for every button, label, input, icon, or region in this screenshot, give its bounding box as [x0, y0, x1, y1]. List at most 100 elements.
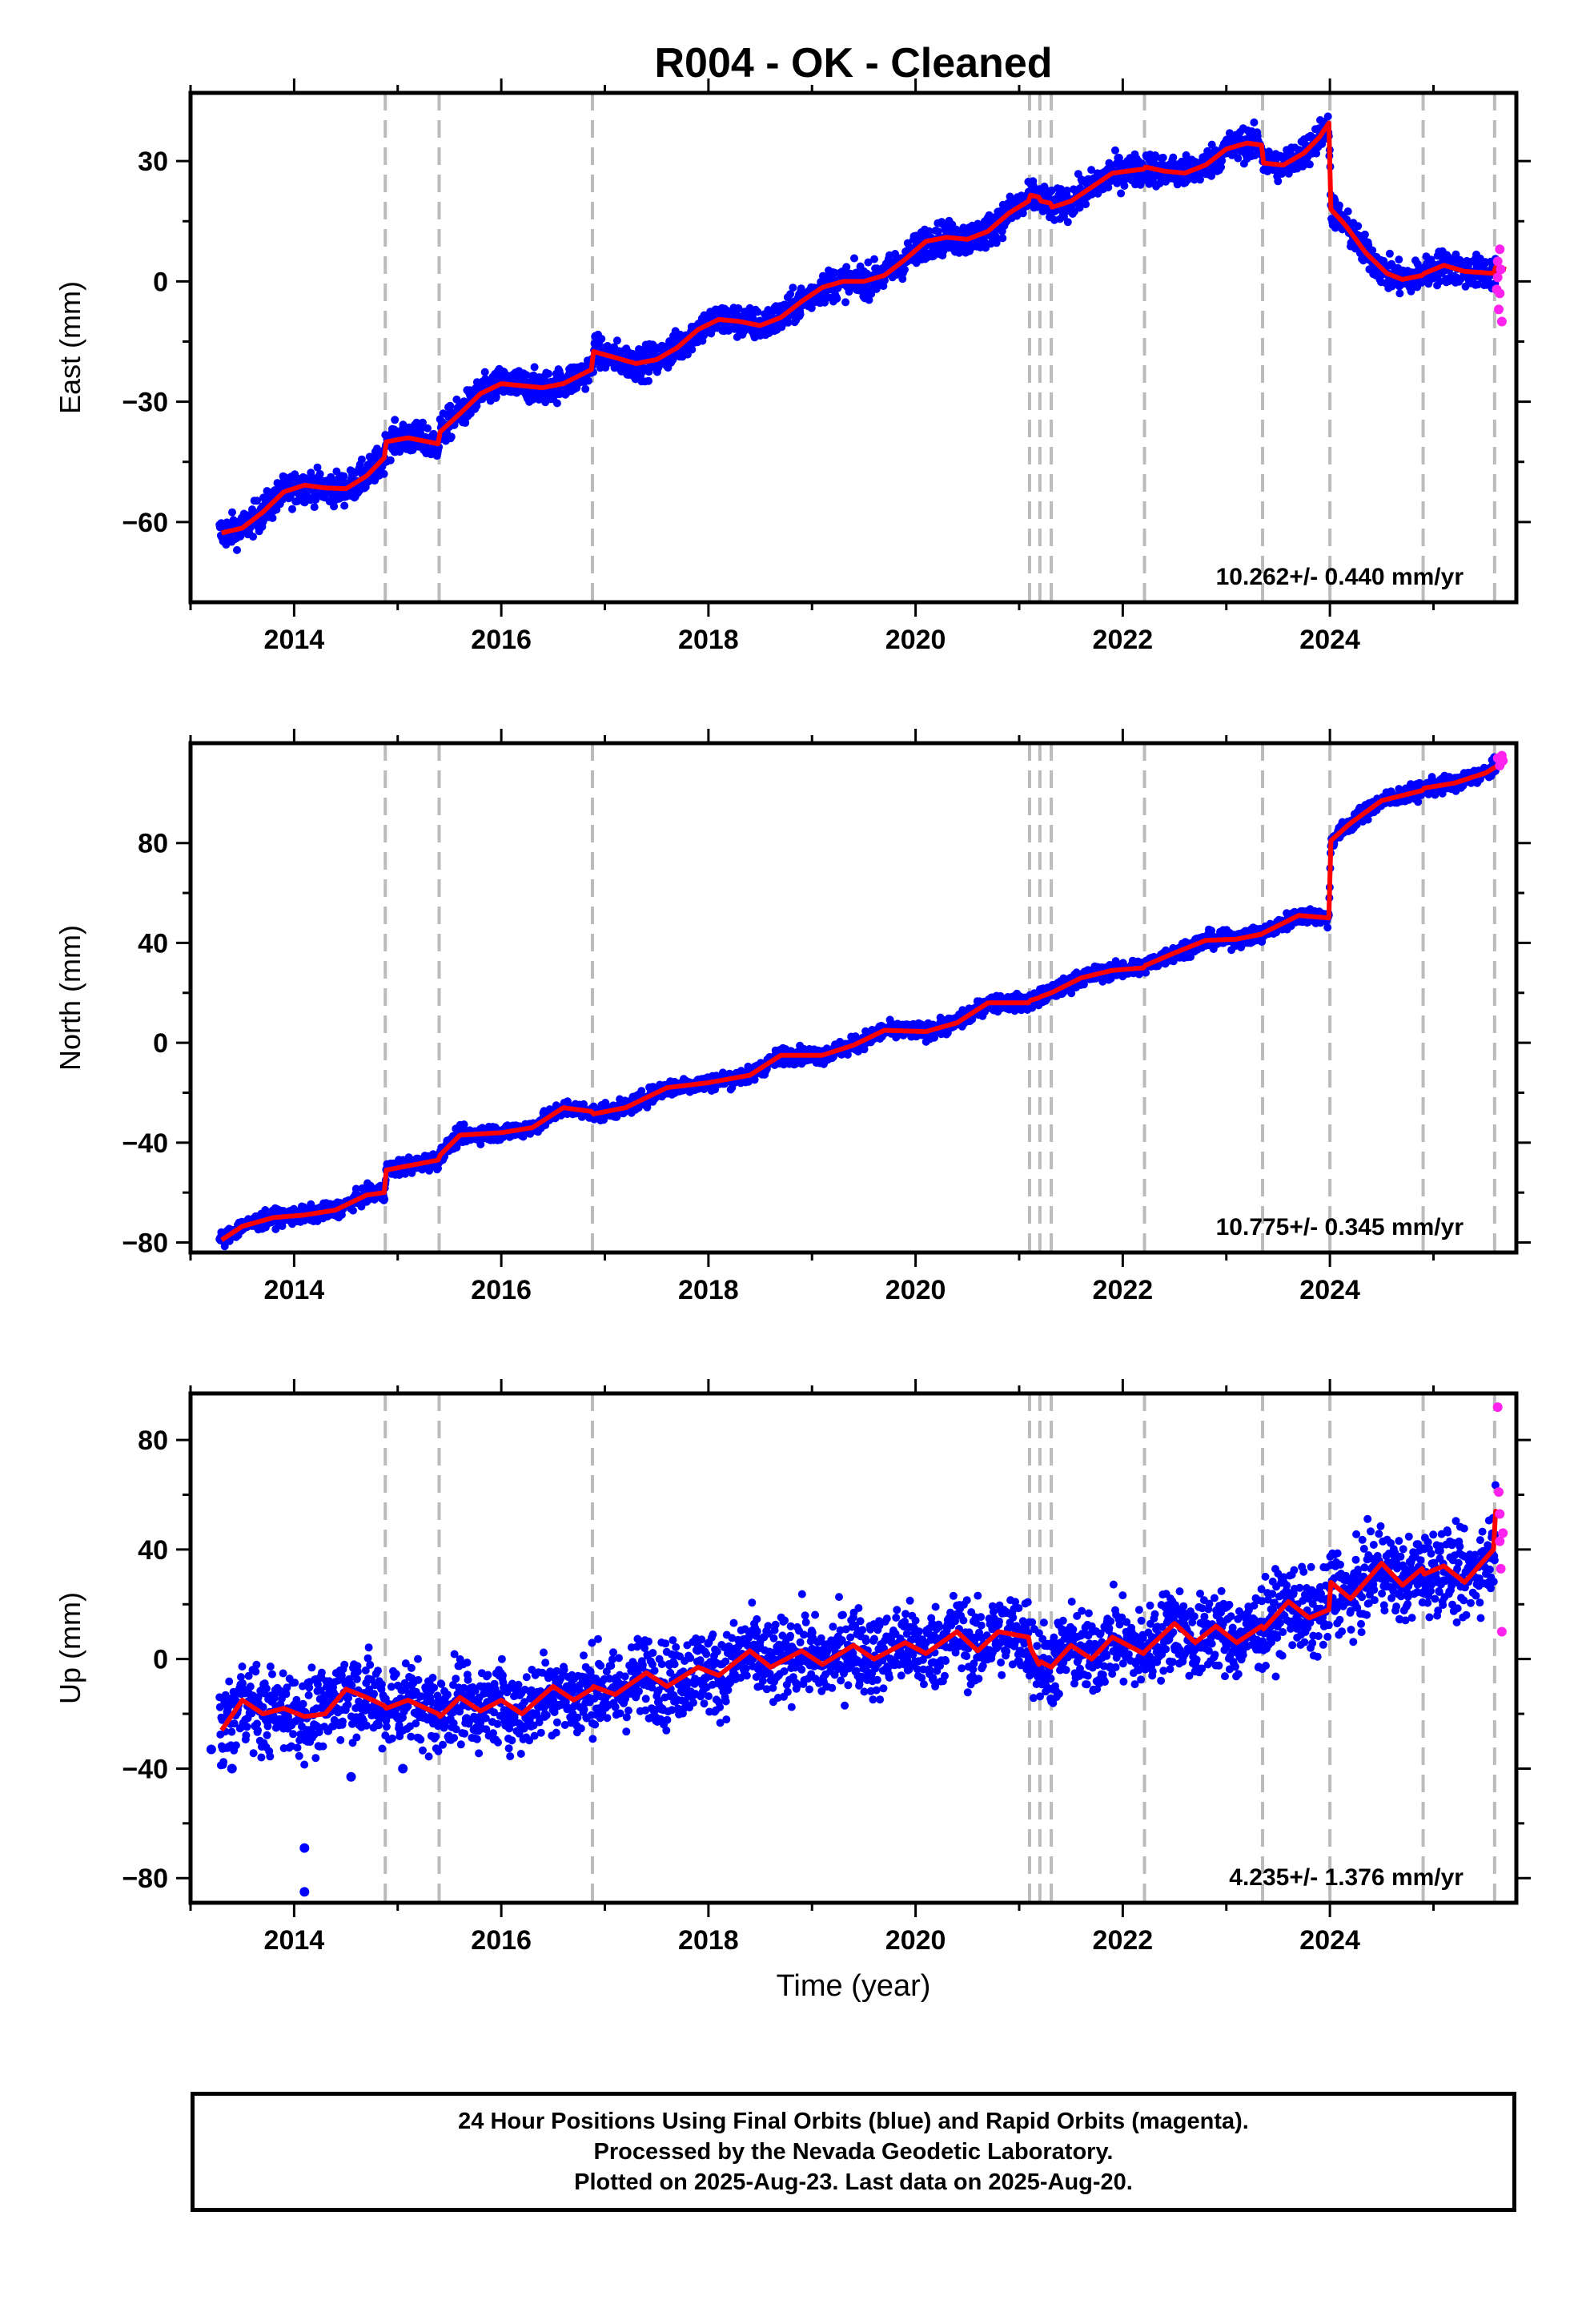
data-point: [998, 234, 1007, 243]
data-point: [253, 497, 261, 505]
data-point: [500, 388, 508, 396]
x-tick-label: 2016: [471, 625, 532, 655]
data-point: [233, 545, 241, 554]
data-point: [480, 368, 489, 376]
data-point: [1335, 201, 1343, 210]
data-point: [833, 294, 841, 303]
data-point: [286, 492, 295, 501]
data-point: [786, 290, 795, 299]
data-point: [1111, 146, 1119, 155]
data-point: [644, 376, 652, 385]
data-point: [807, 304, 816, 312]
model-fit-line: [221, 120, 1507, 536]
data-point: [891, 250, 900, 258]
data-point: [313, 463, 322, 472]
data-point: [288, 505, 296, 513]
rapid-orbit-point: [1494, 304, 1504, 315]
chart-title: R004 - OK - Cleaned: [654, 40, 1052, 86]
data-point: [351, 1184, 360, 1193]
data-point: [796, 310, 805, 319]
data-point: [1323, 112, 1332, 121]
y-tick-label: −30: [122, 388, 168, 418]
data-point: [476, 1140, 485, 1148]
x-tick-label: 2014: [264, 625, 325, 655]
data-point: [934, 227, 942, 236]
x-tick-label: 2018: [678, 625, 739, 655]
data-point: [1274, 177, 1283, 186]
data-point: [1360, 230, 1369, 239]
rapid-orbit-point: [1495, 288, 1505, 299]
data-point: [1114, 154, 1123, 162]
data-point: [1062, 187, 1071, 195]
velocity-annotation: 10.262+/- 0.440 mm/yr: [1216, 564, 1464, 590]
data-point: [1435, 277, 1444, 286]
rapid-orbit-point: [1496, 264, 1506, 275]
data-point: [1082, 200, 1090, 208]
data-point: [528, 395, 537, 404]
data-point: [310, 503, 319, 512]
data-point: [1117, 189, 1126, 198]
data-point: [386, 456, 395, 464]
data-point: [522, 371, 531, 380]
data-point: [424, 424, 432, 432]
data-point: [552, 399, 561, 408]
y-tick-label: −60: [122, 508, 168, 538]
data-point: [228, 508, 236, 517]
rapid-orbit-point: [1492, 272, 1503, 283]
data-point: [1312, 149, 1321, 158]
data-point: [1395, 289, 1404, 298]
data-point: [1385, 249, 1394, 258]
rapid-orbit-point: [1496, 316, 1507, 327]
rapid-orbit-point: [1492, 256, 1503, 267]
data-point: [452, 395, 461, 404]
y-tick-label: 0: [153, 267, 168, 297]
panel-north: 2014 2016 2018 2020 2022 202480400−40−80North…: [54, 729, 1531, 1305]
data-point: [992, 233, 1001, 241]
data-point: [268, 513, 277, 522]
data-point: [1250, 118, 1259, 127]
rapid-orbit-point: [1495, 244, 1505, 255]
data-point: [581, 384, 590, 393]
data-point: [399, 420, 408, 429]
data-point: [447, 432, 456, 441]
data-point: [391, 416, 400, 424]
data-point: [330, 502, 339, 511]
data-point: [1120, 182, 1129, 190]
data-point: [784, 318, 793, 327]
x-tick-label: 2022: [1093, 625, 1154, 655]
data-point: [1284, 169, 1293, 178]
final-orbit-points: [215, 753, 1500, 1251]
plot-frame: [188, 90, 1519, 605]
data-point: [349, 1206, 357, 1215]
data-point: [340, 501, 349, 510]
data-point: [339, 472, 348, 480]
data-point: [612, 336, 621, 345]
data-point: [1087, 166, 1096, 175]
data-point: [1368, 246, 1377, 255]
data-point: [1407, 287, 1415, 296]
data-point: [1354, 222, 1363, 231]
data-point: [845, 287, 853, 296]
data-point: [1234, 154, 1243, 163]
data-point: [492, 392, 500, 401]
data-point: [419, 418, 427, 427]
data-point: [357, 455, 366, 464]
data-point: [249, 533, 258, 541]
y-axis-label: East (mm): [54, 281, 86, 414]
data-point: [1343, 207, 1352, 215]
data-point: [1158, 153, 1167, 162]
data-point: [220, 1242, 229, 1251]
data-point: [864, 258, 873, 267]
data-point: [544, 369, 552, 378]
data-point: [332, 467, 341, 476]
data-point: [1474, 280, 1483, 289]
data-point: [315, 469, 324, 478]
data-point: [789, 283, 797, 292]
data-point: [530, 363, 539, 372]
data-point: [842, 263, 851, 271]
data-point: [688, 345, 697, 354]
data-point: [1006, 192, 1014, 201]
data-point: [446, 401, 455, 410]
